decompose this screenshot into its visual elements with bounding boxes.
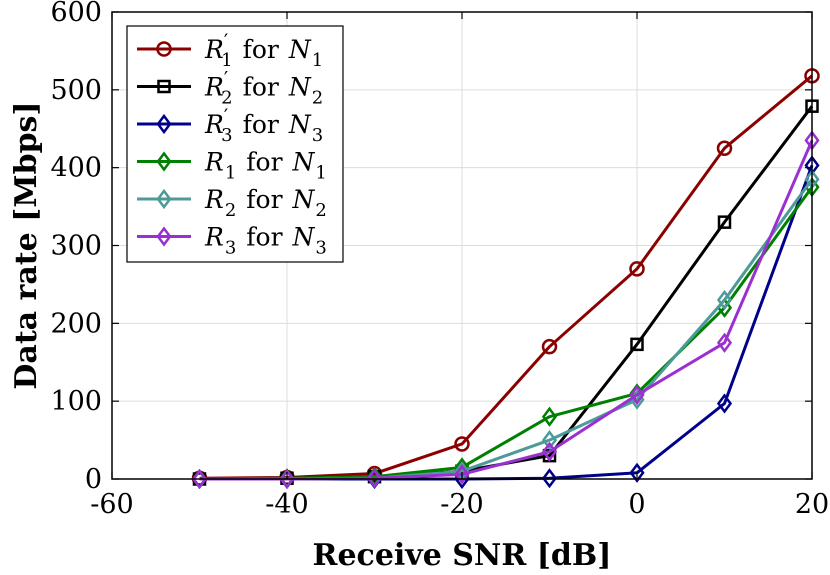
data-point — [629, 384, 645, 406]
y-tick-label: 100 — [50, 386, 102, 417]
y-axis-title: Data rate [Mbps] — [9, 101, 44, 389]
y-tick-label: 500 — [50, 75, 102, 106]
x-tick-label: -60 — [90, 489, 133, 520]
data-point — [717, 215, 732, 229]
data-point — [454, 464, 470, 485]
legend-swatch-marker — [156, 226, 172, 247]
data-point — [716, 332, 733, 353]
x-tick-label: 20 — [795, 489, 829, 520]
data-point — [716, 393, 733, 414]
legend-entry: R′ 2 for N2 — [137, 68, 323, 109]
x-tick-label: 0 — [628, 489, 645, 520]
data-point — [541, 338, 558, 355]
legend-box — [126, 25, 344, 263]
legend-swatch-marker — [157, 79, 171, 94]
data-point — [541, 430, 558, 451]
x-axis-title: Receive SNR [dB] — [313, 538, 612, 573]
legend-swatch-marker — [156, 113, 172, 135]
data-point — [366, 468, 383, 489]
data-point — [454, 436, 470, 452]
data-point — [630, 337, 644, 352]
legend-swatch-marker — [156, 188, 172, 210]
data-point — [716, 140, 733, 156]
legend-label: R′ 1 for N1 — [204, 30, 323, 71]
x-tick-label: -40 — [265, 489, 308, 520]
y-tick-label: 600 — [50, 0, 102, 28]
data-point — [191, 468, 208, 490]
data-point — [629, 462, 645, 483]
legend-entry: R1 for N1 — [137, 148, 327, 184]
legend-swatch-marker — [156, 41, 172, 57]
data-point — [279, 468, 295, 490]
x-tick-label: -20 — [440, 489, 483, 520]
legend-label: R3 for N3 — [204, 223, 327, 259]
y-tick-label: 400 — [50, 153, 102, 184]
data-point — [629, 261, 645, 277]
legend-entry: R3 for N3 — [137, 223, 327, 259]
legend-label: R2 for N2 — [204, 185, 327, 221]
legend-label: R1 for N1 — [204, 148, 327, 184]
legend-swatch-marker — [156, 151, 172, 172]
data-point — [541, 406, 558, 427]
legend-entry: R′ 3 for N3 — [137, 105, 323, 146]
legend-entry: R2 for N2 — [137, 185, 327, 221]
y-tick-label: 0 — [85, 464, 102, 495]
y-tick-label: 200 — [50, 308, 102, 339]
legend-label: R′ 2 for N2 — [204, 68, 323, 109]
data-point — [541, 468, 558, 489]
data-point — [541, 441, 558, 462]
y-tick-label: 300 — [50, 231, 102, 262]
data-point — [716, 289, 733, 311]
legend-label: R′ 3 for N3 — [204, 105, 323, 146]
legend-entry: R′ 1 for N1 — [137, 30, 323, 71]
